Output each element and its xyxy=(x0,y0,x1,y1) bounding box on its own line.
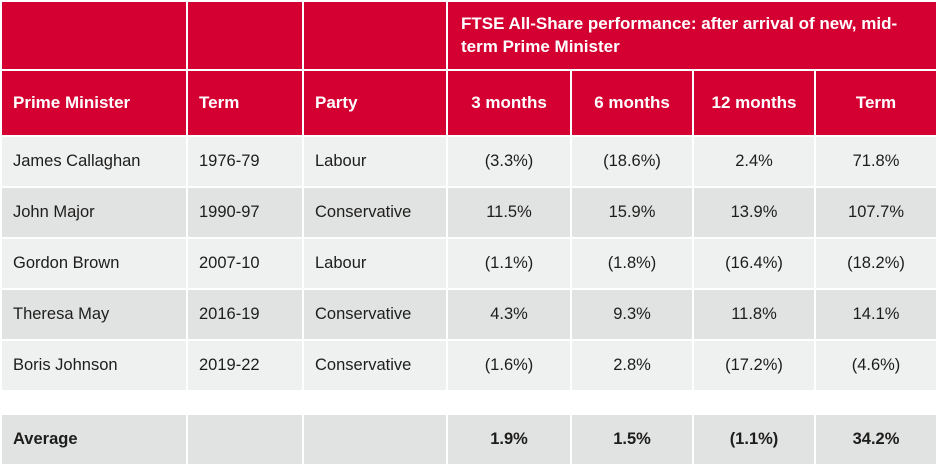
cell-6m: (1.8%) xyxy=(572,239,692,288)
cell-term: 1976-79 xyxy=(188,137,302,186)
average-12m: (1.1%) xyxy=(694,415,814,464)
cell-term-perf: 107.7% xyxy=(816,188,937,237)
cell-6m: 9.3% xyxy=(572,290,692,339)
cell-3m: (1.6%) xyxy=(448,341,570,390)
cell-pm-name: Boris Johnson xyxy=(2,341,186,390)
col-header-term: Term xyxy=(188,71,302,135)
table-banner-row: FTSE All-Share performance: after arriva… xyxy=(2,2,937,69)
cell-12m: 13.9% xyxy=(694,188,814,237)
table-title: FTSE All-Share performance: after arriva… xyxy=(448,2,937,69)
cell-term-perf: (4.6%) xyxy=(816,341,937,390)
column-header-row: Prime Minister Term Party 3 months 6 mon… xyxy=(2,71,937,135)
blank-header-cell xyxy=(304,2,446,69)
table-row-boris-johnson: Boris Johnson 2019-22 Conservative (1.6%… xyxy=(2,341,937,390)
cell-term: 2007-10 xyxy=(188,239,302,288)
spacer-cell xyxy=(2,392,936,413)
cell-3m: 4.3% xyxy=(448,290,570,339)
average-party-blank xyxy=(304,415,446,464)
cell-pm-name: Theresa May xyxy=(2,290,186,339)
cell-pm-name: John Major xyxy=(2,188,186,237)
blank-header-cell xyxy=(2,2,186,69)
cell-term-perf: 14.1% xyxy=(816,290,937,339)
col-header-party: Party xyxy=(304,71,446,135)
cell-term: 2016-19 xyxy=(188,290,302,339)
cell-party: Labour xyxy=(304,137,446,186)
blank-header-cell xyxy=(188,2,302,69)
cell-term: 2019-22 xyxy=(188,341,302,390)
cell-pm-name: James Callaghan xyxy=(2,137,186,186)
col-header-12-months: 12 months xyxy=(694,71,814,135)
cell-6m: 15.9% xyxy=(572,188,692,237)
table-row-theresa-may: Theresa May 2016-19 Conservative 4.3% 9.… xyxy=(2,290,937,339)
col-header-6-months: 6 months xyxy=(572,71,692,135)
table-row-gordon-brown: Gordon Brown 2007-10 Labour (1.1%) (1.8%… xyxy=(2,239,937,288)
cell-12m: 2.4% xyxy=(694,137,814,186)
table-row-james-callaghan: James Callaghan 1976-79 Labour (3.3%) (1… xyxy=(2,137,937,186)
col-header-3-months: 3 months xyxy=(448,71,570,135)
cell-6m: 2.8% xyxy=(572,341,692,390)
cell-3m: (3.3%) xyxy=(448,137,570,186)
cell-6m: (18.6%) xyxy=(572,137,692,186)
cell-party: Conservative xyxy=(304,290,446,339)
cell-term: 1990-97 xyxy=(188,188,302,237)
cell-pm-name: Gordon Brown xyxy=(2,239,186,288)
table-row-average: Average 1.9% 1.5% (1.1%) 34.2% xyxy=(2,415,937,464)
spacer-row xyxy=(2,392,936,413)
cell-party: Conservative xyxy=(304,341,446,390)
table-row-john-major: John Major 1990-97 Conservative 11.5% 15… xyxy=(2,188,937,237)
cell-12m: 11.8% xyxy=(694,290,814,339)
average-label: Average xyxy=(2,415,186,464)
average-6m: 1.5% xyxy=(572,415,692,464)
col-header-prime-minister: Prime Minister xyxy=(2,71,186,135)
cell-term-perf: 71.8% xyxy=(816,137,937,186)
col-header-term-perf: Term xyxy=(816,71,937,135)
average-term-blank xyxy=(188,415,302,464)
average-3m: 1.9% xyxy=(448,415,570,464)
cell-12m: (17.2%) xyxy=(694,341,814,390)
cell-12m: (16.4%) xyxy=(694,239,814,288)
cell-3m: (1.1%) xyxy=(448,239,570,288)
cell-term-perf: (18.2%) xyxy=(816,239,937,288)
cell-3m: 11.5% xyxy=(448,188,570,237)
cell-party: Conservative xyxy=(304,188,446,237)
average-term-perf: 34.2% xyxy=(816,415,937,464)
cell-party: Labour xyxy=(304,239,446,288)
